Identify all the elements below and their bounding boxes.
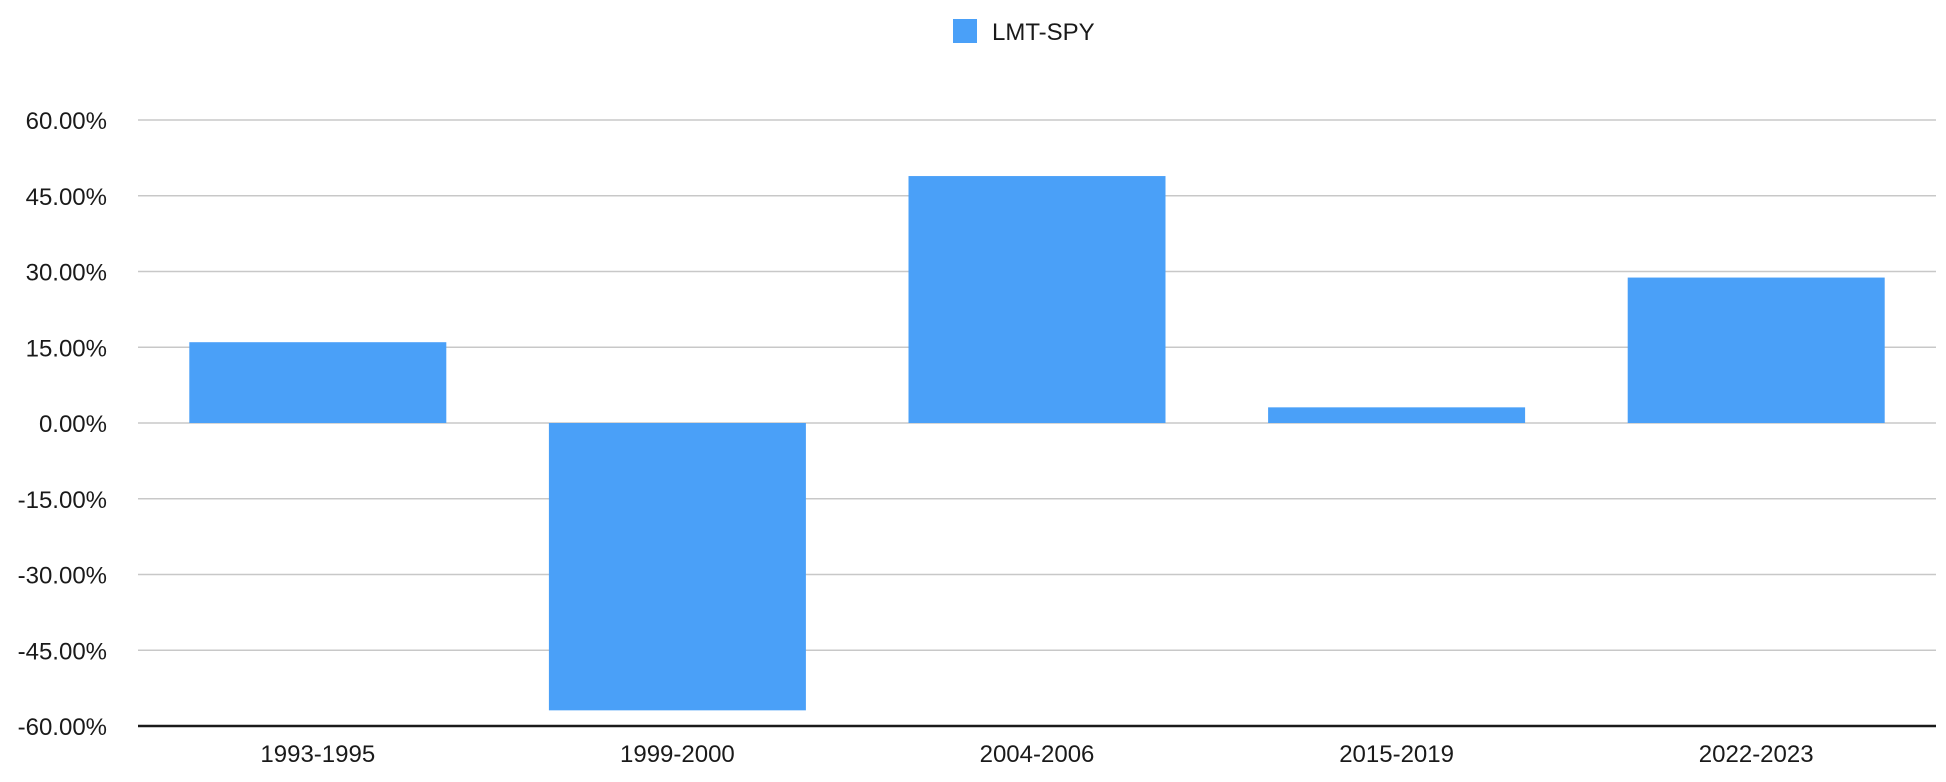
bar-2004-2006	[908, 176, 1166, 423]
bar-1999-2000	[548, 423, 806, 711]
x-tick-label: 1999-2000	[620, 741, 735, 768]
y-tick-label: -60.00%	[18, 714, 107, 741]
y-tick-label: 45.00%	[26, 184, 107, 211]
legend-label-lmt-spy: LMT-SPY	[992, 19, 1095, 46]
x-tick-label: 1993-1995	[260, 741, 375, 768]
y-tick-label: -45.00%	[18, 638, 107, 665]
bars	[189, 176, 1885, 711]
y-tick-label: -15.00%	[18, 487, 107, 514]
bar-2015-2019	[1268, 407, 1526, 423]
x-tick-label: 2004-2006	[980, 741, 1095, 768]
legend-swatch-lmt-spy	[953, 19, 977, 43]
y-tick-label: 30.00%	[26, 260, 107, 287]
legend: LMT-SPY	[953, 19, 1095, 46]
bar-2022-2023	[1627, 277, 1885, 423]
y-tick-label: 15.00%	[26, 335, 107, 362]
x-axis-tick-labels: 1993-1995 1999-2000 2004-2006 2015-2019 2022…	[260, 741, 1813, 768]
y-axis-tick-labels: 60.00% 45.00% 30.00% 15.00% 0.00% -15.00% -30.…	[18, 108, 107, 741]
x-tick-label: 2015-2019	[1339, 741, 1454, 768]
y-tick-label: 60.00%	[26, 108, 107, 135]
bar-1993-1995	[189, 342, 447, 423]
x-tick-label: 2022-2023	[1699, 741, 1814, 768]
y-tick-label: 0.00%	[39, 411, 107, 438]
y-tick-label: -30.00%	[18, 563, 107, 590]
